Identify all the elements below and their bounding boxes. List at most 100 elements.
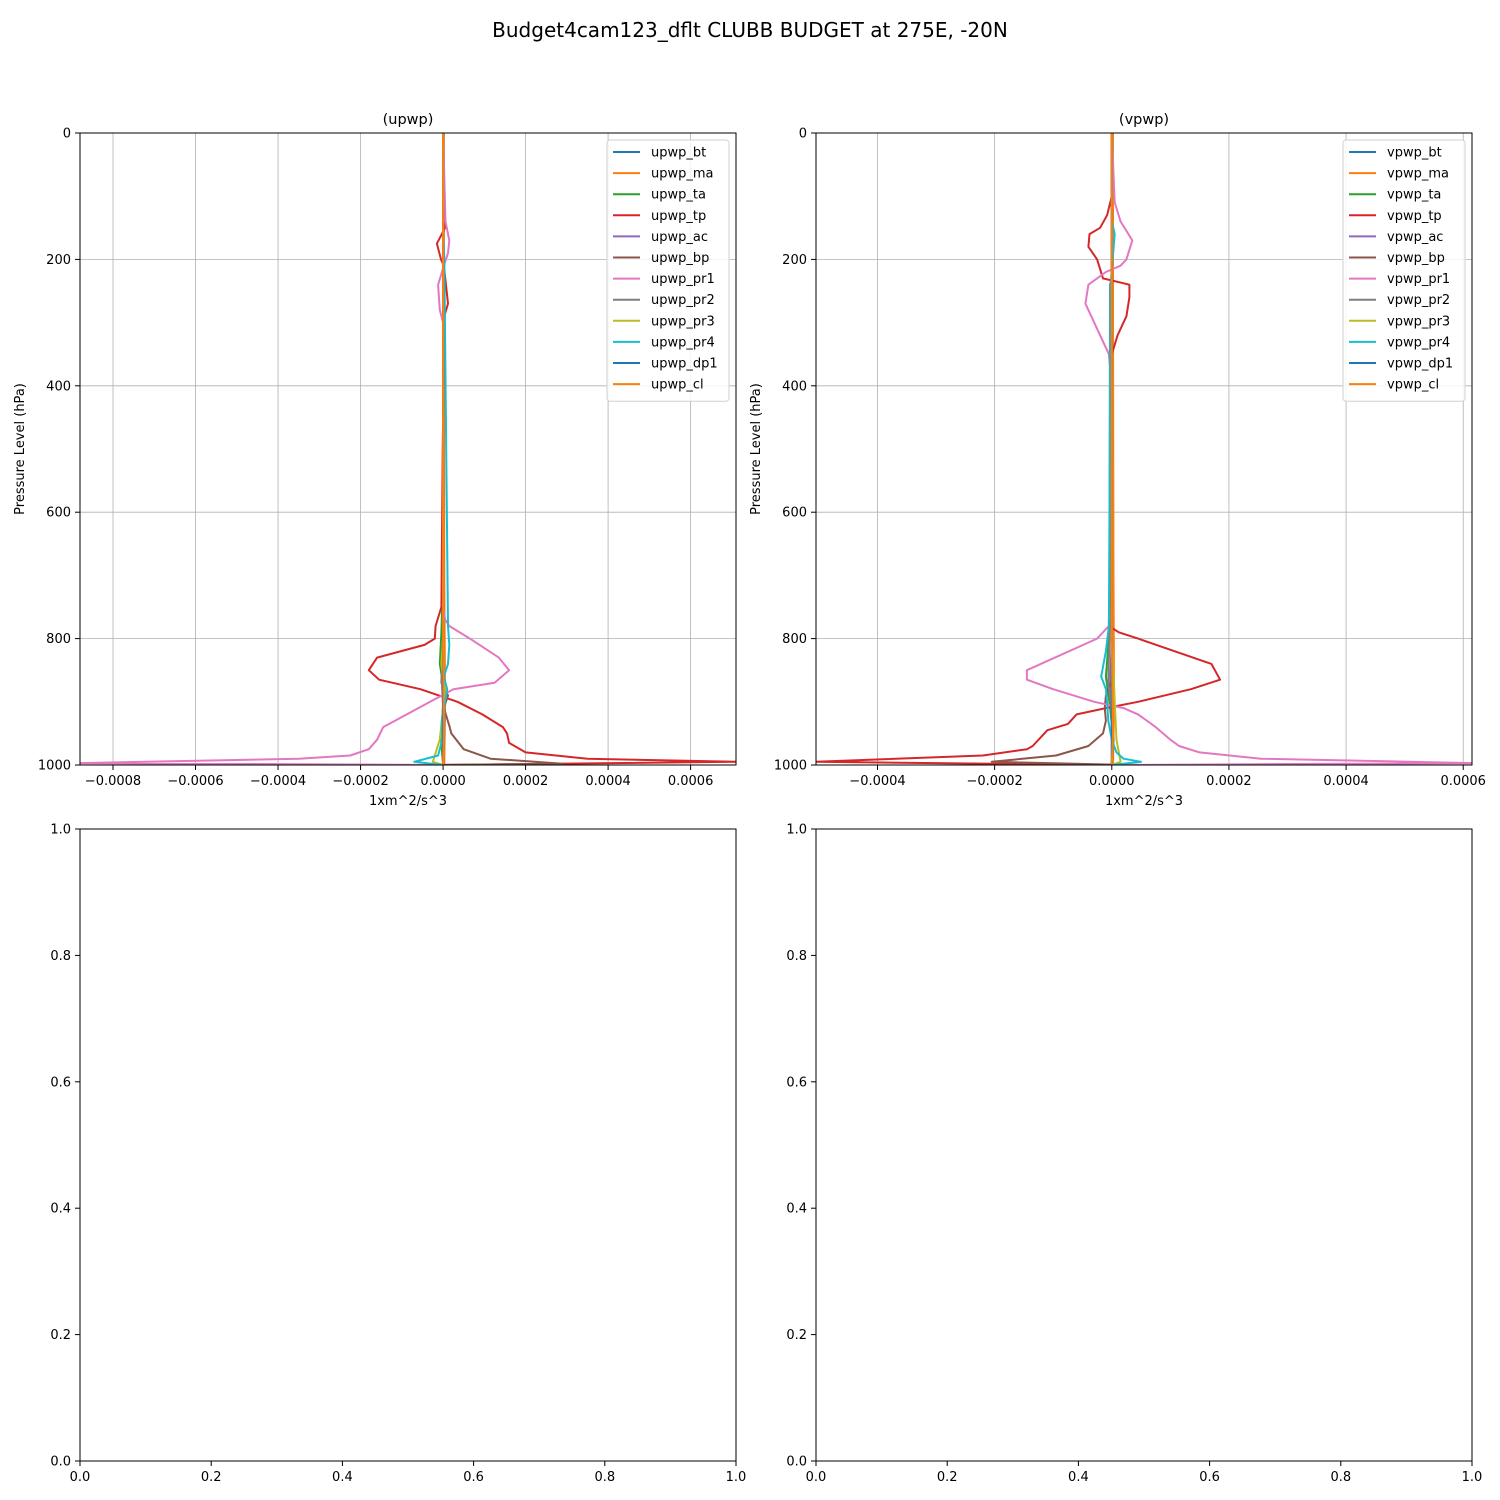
panel-title: (vpwp) bbox=[1119, 112, 1169, 128]
legend-label-vpwp_pr1: vpwp_pr1 bbox=[1387, 272, 1450, 287]
legend-label-upwp_bp: upwp_bp bbox=[651, 251, 709, 266]
legend-label-upwp_pr2: upwp_pr2 bbox=[651, 293, 715, 308]
y-tick-label: 0 bbox=[63, 127, 71, 142]
legend-label-upwp_tp: upwp_tp bbox=[651, 209, 706, 224]
x-tick-label: −0.0004 bbox=[849, 774, 905, 789]
x-tick-label: 0.0 bbox=[806, 1470, 827, 1485]
x-tick-label: −0.0008 bbox=[85, 774, 141, 789]
legend-label-upwp_pr3: upwp_pr3 bbox=[651, 314, 715, 329]
y-tick-label: 1.0 bbox=[50, 823, 71, 838]
legend-label-upwp_ma: upwp_ma bbox=[651, 167, 714, 182]
x-tick-label: −0.0004 bbox=[250, 774, 306, 789]
y-tick-label: 0.6 bbox=[786, 1075, 807, 1090]
legend-label-vpwp_pr2: vpwp_pr2 bbox=[1387, 293, 1450, 308]
legend-label-upwp_ac: upwp_ac bbox=[651, 230, 708, 245]
x-axis-label: 1xm^2/s^3 bbox=[369, 794, 447, 809]
legend-label-upwp_bt: upwp_bt bbox=[651, 146, 706, 161]
y-tick-label: 1.0 bbox=[786, 823, 807, 838]
y-tick-label: 0.0 bbox=[786, 1455, 807, 1470]
series-line-upwp_pr4 bbox=[413, 133, 451, 765]
y-tick-label: 0.8 bbox=[786, 949, 807, 964]
legend: upwp_bt upwp_ma upwp_ta upwp_tp upwp_ac upwp_… bbox=[606, 139, 730, 402]
x-tick-label: 0.8 bbox=[594, 1470, 615, 1485]
y-tick-label: 1000 bbox=[38, 759, 71, 774]
y-tick-label: 400 bbox=[46, 379, 71, 394]
x-tick-label: 0.4 bbox=[332, 1470, 353, 1485]
legend-label-upwp_pr4: upwp_pr4 bbox=[651, 335, 715, 350]
x-tick-label: 0.0000 bbox=[420, 774, 466, 789]
figure-suptitle: Budget4cam123_dflt CLUBB BUDGET at 275E,… bbox=[492, 18, 1008, 42]
legend-label-upwp_pr1: upwp_pr1 bbox=[651, 272, 715, 287]
panel-1: −0.0008 −0.0006 −0.0004 −0.0002 0.0000 0.0002… bbox=[13, 112, 737, 809]
y-tick-label: 0.4 bbox=[786, 1202, 807, 1217]
x-tick-label: 0.0006 bbox=[1440, 774, 1486, 789]
axes-frame bbox=[815, 828, 1473, 1462]
y-tick-label: 400 bbox=[782, 379, 807, 394]
legend-label-vpwp_pr4: vpwp_pr4 bbox=[1387, 335, 1450, 350]
x-tick-label: 0.4 bbox=[1068, 1470, 1089, 1485]
x-tick-label: 0.0002 bbox=[503, 774, 549, 789]
y-axis-label: Pressure Level (hPa) bbox=[749, 383, 764, 515]
x-tick-label: 0.2 bbox=[201, 1470, 222, 1485]
panels: −0.0008 −0.0006 −0.0004 −0.0002 0.0000 0.0002… bbox=[13, 112, 1486, 1485]
legend-label-upwp_dp1: upwp_dp1 bbox=[651, 357, 718, 372]
y-tick-label: 0.2 bbox=[50, 1328, 71, 1343]
y-tick-label: 0.6 bbox=[50, 1075, 71, 1090]
x-tick-label: 0.0004 bbox=[585, 774, 631, 789]
y-axis-label: Pressure Level (hPa) bbox=[13, 383, 28, 515]
y-tick-label: 800 bbox=[782, 632, 807, 647]
axes-frame bbox=[815, 132, 1473, 766]
x-tick-label: 0.0006 bbox=[668, 774, 714, 789]
legend-box bbox=[606, 139, 730, 402]
legend-label-vpwp_bp: vpwp_bp bbox=[1387, 251, 1445, 266]
y-tick-label: 0.2 bbox=[786, 1328, 807, 1343]
x-tick-label: 0.0 bbox=[70, 1470, 91, 1485]
legend-label-vpwp_cl: vpwp_cl bbox=[1387, 378, 1439, 393]
y-tick-label: 600 bbox=[46, 506, 71, 521]
x-tick-label: 1.0 bbox=[726, 1470, 747, 1485]
x-tick-label: 0.2 bbox=[937, 1470, 958, 1485]
x-tick-label: 0.6 bbox=[463, 1470, 484, 1485]
x-tick-label: 1.0 bbox=[1462, 1470, 1483, 1485]
series-line-upwp_bp bbox=[430, 133, 564, 765]
legend-label-vpwp_ta: vpwp_ta bbox=[1387, 188, 1441, 203]
y-tick-label: 0.4 bbox=[50, 1202, 71, 1217]
y-tick-label: 0.0 bbox=[50, 1455, 71, 1470]
series-line-vpwp_tp bbox=[816, 133, 1222, 765]
y-tick-label: 0 bbox=[799, 127, 807, 142]
y-tick-label: 200 bbox=[46, 253, 71, 268]
y-tick-label: 800 bbox=[46, 632, 71, 647]
y-tick-label: 600 bbox=[782, 506, 807, 521]
y-tick-label: 1000 bbox=[774, 759, 807, 774]
legend-label-vpwp_tp: vpwp_tp bbox=[1387, 209, 1442, 224]
y-tick-label: 0.8 bbox=[50, 949, 71, 964]
x-tick-label: 0.8 bbox=[1330, 1470, 1351, 1485]
legend-label-upwp_ta: upwp_ta bbox=[651, 188, 706, 203]
legend-box bbox=[1342, 139, 1466, 402]
x-tick-label: 0.6 bbox=[1199, 1470, 1220, 1485]
legend-label-upwp_cl: upwp_cl bbox=[651, 378, 704, 393]
panel-2: −0.0004 −0.0002 0.0000 0.0002 0.0004 0.0006 0 2… bbox=[749, 112, 1486, 809]
legend-label-vpwp_bt: vpwp_bt bbox=[1387, 146, 1442, 161]
panel-title: (upwp) bbox=[383, 112, 434, 128]
y-tick-label: 200 bbox=[782, 253, 807, 268]
x-axis-label: 1xm^2/s^3 bbox=[1105, 794, 1183, 809]
series-line-vpwp_cl bbox=[1110, 133, 1114, 765]
axes-frame bbox=[79, 828, 737, 1462]
series-line-vpwp_pr4 bbox=[1100, 133, 1143, 765]
series-line-upwp_cl bbox=[442, 133, 445, 765]
legend-label-vpwp_ac: vpwp_ac bbox=[1387, 230, 1443, 245]
x-tick-label: −0.0006 bbox=[167, 774, 223, 789]
panel-4: 0.0 0.2 0.4 0.6 0.8 1.0 0.0 0.2 0.4 0.6 0.8 1.0 bbox=[786, 823, 1482, 1486]
legend: vpwp_bt vpwp_ma vpwp_ta vpwp_tp vpwp_ac vpwp_… bbox=[1342, 139, 1466, 402]
series-line-upwp_tp bbox=[367, 133, 736, 765]
x-tick-label: −0.0002 bbox=[966, 774, 1022, 789]
x-tick-label: −0.0002 bbox=[332, 774, 388, 789]
x-tick-label: 0.0004 bbox=[1323, 774, 1369, 789]
panel-3: 0.0 0.2 0.4 0.6 0.8 1.0 0.0 0.2 0.4 0.6 0.8 1.0 bbox=[50, 823, 746, 1486]
x-tick-label: 0.0002 bbox=[1206, 774, 1252, 789]
x-tick-label: 0.0000 bbox=[1089, 774, 1135, 789]
legend-label-vpwp_dp1: vpwp_dp1 bbox=[1387, 357, 1453, 372]
legend-label-vpwp_pr3: vpwp_pr3 bbox=[1387, 314, 1450, 329]
